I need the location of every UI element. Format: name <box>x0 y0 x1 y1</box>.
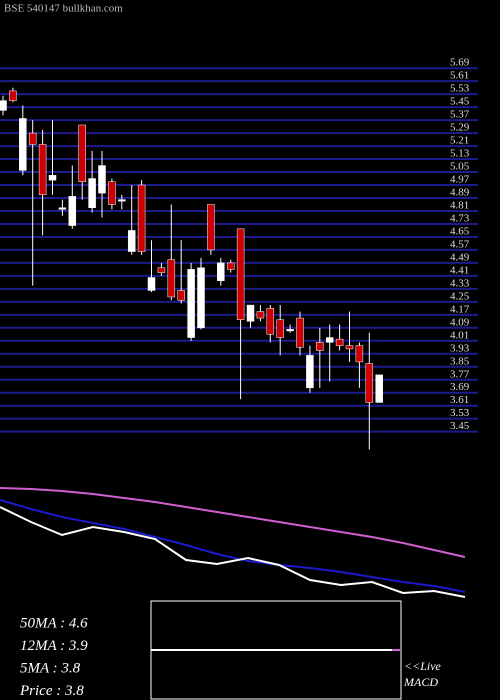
candle-body <box>226 262 235 270</box>
y-tick-label: 5.53 <box>450 83 470 95</box>
legend-entry: 5MA : 3.8 <box>20 660 81 676</box>
y-tick-label: 3.93 <box>450 342 470 354</box>
candle-body <box>306 355 314 389</box>
y-tick-label: 5.05 <box>450 161 470 173</box>
candle-body <box>137 184 146 252</box>
y-tick-label: 4.41 <box>450 264 469 276</box>
y-tick-label: 3.53 <box>450 407 470 419</box>
candle-body <box>38 144 47 196</box>
y-tick-label: 5.37 <box>450 109 470 121</box>
y-tick-label: 4.89 <box>450 187 470 199</box>
candle-body <box>28 132 37 145</box>
candle-body <box>58 207 67 210</box>
legend-entry: 50MA : 4.6 <box>20 615 88 631</box>
candle-body <box>157 267 166 273</box>
y-tick-label: 5.61 <box>450 70 469 82</box>
y-tick-label: 5.21 <box>450 135 469 147</box>
y-tick-label: 3.69 <box>450 381 470 393</box>
candle-body <box>187 269 195 338</box>
y-tick-label: 3.45 <box>450 420 470 432</box>
y-tick-label: 3.77 <box>450 368 470 380</box>
candle-body <box>316 342 324 351</box>
candle-body <box>335 338 344 346</box>
candle-body <box>177 290 185 301</box>
candle-body <box>167 259 176 298</box>
y-tick-label: 4.33 <box>450 277 470 289</box>
candle-body <box>286 329 294 332</box>
candle-body <box>345 345 354 350</box>
legend-entry: 12MA : 3.9 <box>20 638 88 654</box>
candle-body <box>19 118 27 171</box>
candle-body <box>9 90 17 101</box>
candle-body <box>127 230 136 252</box>
y-tick-label: 5.45 <box>450 96 470 108</box>
candle-body <box>68 196 77 226</box>
candle-body <box>118 199 126 202</box>
y-tick-label: 4.97 <box>450 174 470 186</box>
candle-body <box>197 267 205 329</box>
ma-line <box>0 487 466 558</box>
candle-body <box>108 181 116 205</box>
y-tick-label: 3.61 <box>450 394 469 406</box>
candle-body <box>78 124 86 183</box>
y-tick-label: 4.25 <box>450 290 470 302</box>
ma-line <box>0 506 466 598</box>
candle-body <box>276 319 284 338</box>
macd-label: MACD <box>403 675 438 689</box>
candle-body <box>256 311 265 319</box>
y-tick-label: 4.09 <box>450 316 470 328</box>
y-tick-label: 4.17 <box>450 303 470 315</box>
ma-line <box>0 499 466 593</box>
y-tick-label: 5.69 <box>450 57 470 69</box>
candle-body <box>48 175 57 181</box>
y-tick-label: 4.49 <box>450 251 470 263</box>
candle-body <box>236 228 245 320</box>
candle-body <box>266 308 275 335</box>
candle-body <box>296 317 304 348</box>
candle-body <box>246 304 255 322</box>
y-tick-label: 5.29 <box>450 122 470 134</box>
candle-body <box>355 345 364 363</box>
macd-label: <<Live <box>404 659 442 673</box>
candle-body <box>375 374 383 403</box>
y-tick-label: 4.73 <box>450 212 470 224</box>
y-tick-label: 4.01 <box>450 329 469 341</box>
candle-body <box>88 178 96 208</box>
y-tick-label: 4.81 <box>450 200 469 212</box>
candle-body <box>217 262 225 282</box>
legend-entry: Price : 3.8 <box>19 683 84 699</box>
y-tick-label: 4.57 <box>450 238 470 250</box>
y-tick-label: 5.13 <box>450 148 470 160</box>
candle-body <box>325 337 334 343</box>
candle-body <box>0 100 7 111</box>
y-tick-label: 4.65 <box>450 225 470 237</box>
candle-body <box>98 165 106 194</box>
candle-body <box>365 363 374 403</box>
y-tick-label: 3.85 <box>450 355 470 367</box>
candle-body <box>207 204 215 251</box>
chart-title: BSE 540147 bullkhan.com <box>4 3 123 15</box>
candle-body <box>147 277 156 291</box>
